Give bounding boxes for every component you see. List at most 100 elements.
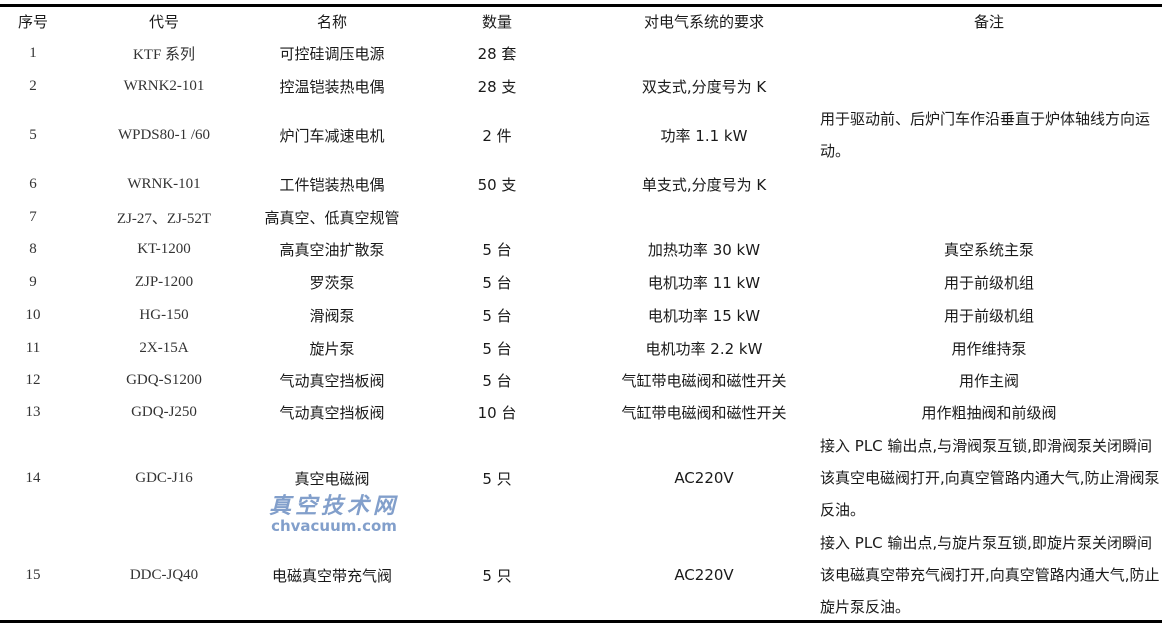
cell-no: 11: [25, 339, 41, 356]
cell-no: 15: [25, 566, 41, 583]
cell-req: 电机功率 2.2 kW: [645, 339, 763, 358]
header-cell: 序号: [17, 13, 48, 31]
table-row: 6 WRNK-101 工件铠装热电偶 50 支 单支式,分度号为 K: [0, 167, 1162, 201]
cell-no: 9: [29, 274, 37, 290]
cell-code: KTF 系列: [132, 47, 196, 63]
table-row: 11 2X-15A 旋片泵 5 台 电机功率 2.2 kW 用作维持泵: [0, 332, 1162, 364]
header-cell: 名称: [316, 13, 347, 31]
cell-no: 10: [25, 307, 41, 323]
cell-name: 可控硅调压电源: [279, 45, 385, 63]
cell-qty: 28 支: [477, 78, 517, 96]
cell-req: 加热功率 30 kW: [647, 241, 761, 259]
table-row: 12 GDQ-S1200 气动真空挡板阀 5 台 气缸带电磁阀和磁性开关 用作主阀: [0, 364, 1162, 396]
cell-code: 2X-15A: [139, 339, 189, 356]
cell-no: 7: [29, 208, 37, 225]
cell-code: DDC-JQ40: [129, 566, 199, 583]
cell-req: [592, 201, 816, 233]
cell-note: [816, 37, 1162, 70]
table-row: 9 ZJP-1200 罗茨泵 5 台 电机功率 11 kW 用于前级机组: [0, 266, 1162, 299]
cell-no: 14: [25, 469, 41, 486]
cell-note: 接入 PLC 输出点,与滑阀泵互锁,即滑阀泵关闭瞬间该真空电磁阀打开,向真空管路…: [820, 437, 1160, 519]
cell-code: KT-1200: [137, 241, 191, 257]
cell-qty: [402, 201, 592, 233]
cell-req: 双支式,分度号为 K: [641, 78, 767, 96]
cell-code: GDC-J16: [135, 469, 193, 486]
cell-note: [816, 167, 1162, 201]
cell-no: 8: [29, 241, 37, 257]
cell-name: 滑阀泵: [309, 307, 355, 325]
cell-req: [592, 37, 816, 70]
table-row: 2 WRNK2-101 控温铠装热电偶 28 支 双支式,分度号为 K: [0, 70, 1162, 103]
cell-req: 气缸带电磁阀和磁性开关: [621, 371, 787, 390]
cell-name: 控温铠装热电偶: [279, 78, 385, 96]
cell-name: 高真空、低真空规管: [264, 208, 400, 227]
cell-name: 旋片泵: [309, 339, 355, 358]
table-row: 7 ZJ-27、ZJ-52T 高真空、低真空规管: [0, 201, 1162, 233]
cell-req: AC220V: [674, 469, 734, 487]
cell-name: 气动真空挡板阀: [279, 371, 385, 390]
cell-note: 接入 PLC 输出点,与旋片泵互锁,即旋片泵关闭瞬间该电磁真空带充气阀打开,向真…: [820, 534, 1160, 616]
table-row: 14 GDC-J16 真空电磁阀 5 只 AC220V 接入 PLC 输出点,与滑阀泵互锁…: [0, 429, 1162, 527]
cell-note: 用作维持泵: [951, 339, 1027, 358]
cell-code: ZJ-27、ZJ-52T: [116, 210, 212, 227]
cell-qty: 2 件: [482, 126, 512, 145]
cell-name: 高真空油扩散泵: [279, 241, 385, 259]
cell-note: [816, 201, 1162, 233]
cell-qty: 5 台: [482, 274, 512, 292]
table-row: 8 KT-1200 高真空油扩散泵 5 台 加热功率 30 kW 真空系统主泵: [0, 233, 1162, 266]
cell-no: 12: [25, 371, 41, 388]
cell-qty: 5 台: [482, 339, 512, 358]
cell-name: 气动真空挡板阀: [279, 404, 385, 422]
cell-req: 电机功率 15 kW: [647, 307, 761, 325]
header-cell: 数量: [481, 13, 512, 31]
cell-qty: 5 台: [482, 307, 512, 325]
cell-code: HG-150: [139, 307, 189, 323]
cell-note: 真空系统主泵: [943, 241, 1034, 259]
cell-qty: 5 只: [482, 566, 512, 585]
cell-code: ZJP-1200: [134, 274, 194, 290]
cell-qty: 28 套: [477, 45, 517, 63]
cell-name: 罗茨泵: [309, 274, 355, 292]
table-row: 1 KTF 系列 可控硅调压电源 28 套: [0, 37, 1162, 70]
table-row: 5 WPDS80-1 /60 炉门车减速电机 2 件 功率 1.1 kW 用于驱动前、后炉…: [0, 103, 1162, 167]
top-rule: [0, 4, 1162, 7]
header-row: 序号 代号 名称 数量 对电气系统的要求 备注: [0, 6, 1162, 37]
cell-name: 真空电磁阀: [294, 469, 370, 488]
cell-no: 6: [29, 175, 37, 192]
cell-no: 5: [29, 126, 37, 143]
cell-no: 13: [25, 404, 41, 420]
bottom-rule: [0, 620, 1162, 623]
cell-req: 电机功率 11 kW: [647, 274, 761, 292]
cell-code: WRNK2-101: [123, 78, 205, 94]
cell-note: 用于前级机组: [943, 274, 1034, 292]
cell-name: 电磁真空带充气阀: [271, 566, 392, 585]
header-cell: 代号: [148, 13, 179, 31]
cell-req: AC220V: [674, 566, 734, 584]
cell-req: 功率 1.1 kW: [660, 126, 748, 145]
table-row: 15 DDC-JQ40 电磁真空带充气阀 5 只 AC220V 接入 PLC 输出点,与旋…: [0, 527, 1162, 623]
cell-note: 用于前级机组: [943, 307, 1034, 325]
cell-req: 单支式,分度号为 K: [641, 175, 767, 194]
cell-note: [816, 70, 1162, 103]
header-cell: 备注: [973, 13, 1004, 31]
table-row: 10 HG-150 滑阀泵 5 台 电机功率 15 kW 用于前级机组: [0, 299, 1162, 332]
cell-note: 用作主阀: [958, 371, 1019, 390]
cell-note: 用作粗抽阀和前级阀: [921, 404, 1057, 422]
header-cell: 对电气系统的要求: [643, 13, 764, 31]
cell-qty: 5 台: [482, 371, 512, 390]
cell-name: 工件铠装热电偶: [279, 175, 385, 194]
cell-no: 2: [29, 78, 37, 94]
cell-qty: 5 只: [482, 469, 512, 488]
cell-code: WRNK-101: [127, 175, 201, 192]
cell-no: 1: [29, 45, 37, 61]
cell-code: GDQ-J250: [131, 404, 197, 420]
cell-code: GDQ-S1200: [126, 371, 202, 388]
cell-qty: 50 支: [477, 175, 517, 194]
cell-note: 用于驱动前、后炉门车作沿垂直于炉体轴线方向运动。: [820, 110, 1151, 160]
cell-qty: 10 台: [477, 404, 517, 422]
cell-qty: 5 台: [482, 241, 512, 259]
cell-name: 炉门车减速电机: [279, 126, 385, 145]
cell-code: WPDS80-1 /60: [117, 126, 211, 143]
cell-req: 气缸带电磁阀和磁性开关: [621, 404, 787, 422]
equipment-table: 序号 代号 名称 数量 对电气系统的要求 备注 1 KTF 系列 可控硅调压电源 28…: [0, 6, 1162, 623]
